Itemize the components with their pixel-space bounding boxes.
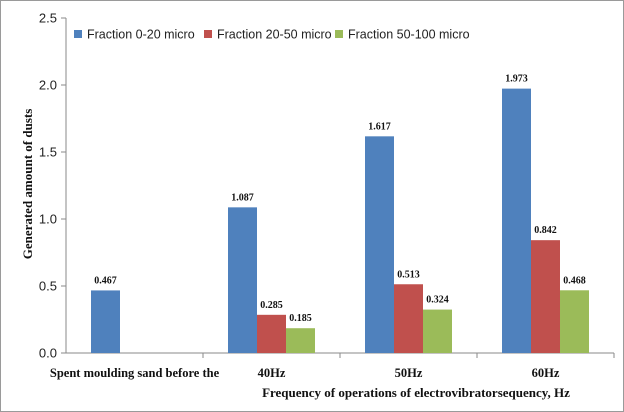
data-label: 0.324 [426, 295, 449, 306]
legend-label: Fraction 20-50 micro [217, 28, 332, 42]
category-labels: Spent moulding sand before the 40Hz 50Hz 60… [50, 353, 615, 380]
legend: Fraction 0-20 micro Fraction 20-50 micro F… [74, 28, 470, 42]
data-labels: 0.467 1.087 0.285 0.185 1.617 0.513 0.324 1.973… [94, 74, 586, 325]
bar-2-3 [394, 284, 423, 353]
data-label: 0.185 [289, 313, 312, 324]
y-tick-label: 2.5 [39, 11, 57, 26]
data-label: 1.087 [231, 192, 254, 203]
legend-label: Fraction 0-20 micro [87, 28, 195, 42]
y-tick-label: 1.0 [39, 212, 57, 227]
data-label: 0.842 [534, 225, 557, 236]
y-tick-label: 0.0 [39, 346, 57, 361]
legend-swatch [204, 30, 212, 38]
data-label: 0.285 [260, 300, 283, 311]
bar-1-3 [365, 136, 394, 353]
bar-3-3 [423, 309, 452, 353]
bar-2-4 [531, 240, 560, 353]
x-axis-title: Frequency of operations of electrovibrat… [262, 385, 570, 400]
data-label: 1.973 [505, 74, 528, 85]
y-tick-label: 1.5 [39, 145, 57, 160]
bar-1-1 [91, 290, 120, 353]
category-label: Spent moulding sand before the [50, 366, 220, 380]
legend-swatch [335, 30, 343, 38]
bar-3-4 [560, 290, 589, 353]
data-label: 0.513 [397, 269, 420, 280]
y-tick-label: 0.5 [39, 279, 57, 294]
y-tick-label: 2.0 [39, 78, 57, 93]
bars [91, 88, 589, 354]
bar-3-2 [286, 328, 315, 353]
category-label: 40Hz [258, 366, 286, 380]
bar-2-2 [257, 314, 286, 353]
legend-swatch [74, 30, 82, 38]
bar-1-4 [502, 88, 531, 354]
category-label: 60Hz [532, 366, 560, 380]
data-label: 0.468 [563, 275, 586, 286]
y-tick-labels: 0.0 0.5 1.0 1.5 2.0 2.5 [39, 11, 66, 361]
y-axis-title: Generated amount of dusts [20, 109, 35, 260]
category-label: 50Hz [395, 366, 423, 380]
bar-1-2 [228, 207, 257, 353]
legend-label: Fraction 50-100 micro [348, 28, 470, 42]
data-label: 0.467 [94, 275, 117, 286]
data-label: 1.617 [368, 121, 391, 132]
